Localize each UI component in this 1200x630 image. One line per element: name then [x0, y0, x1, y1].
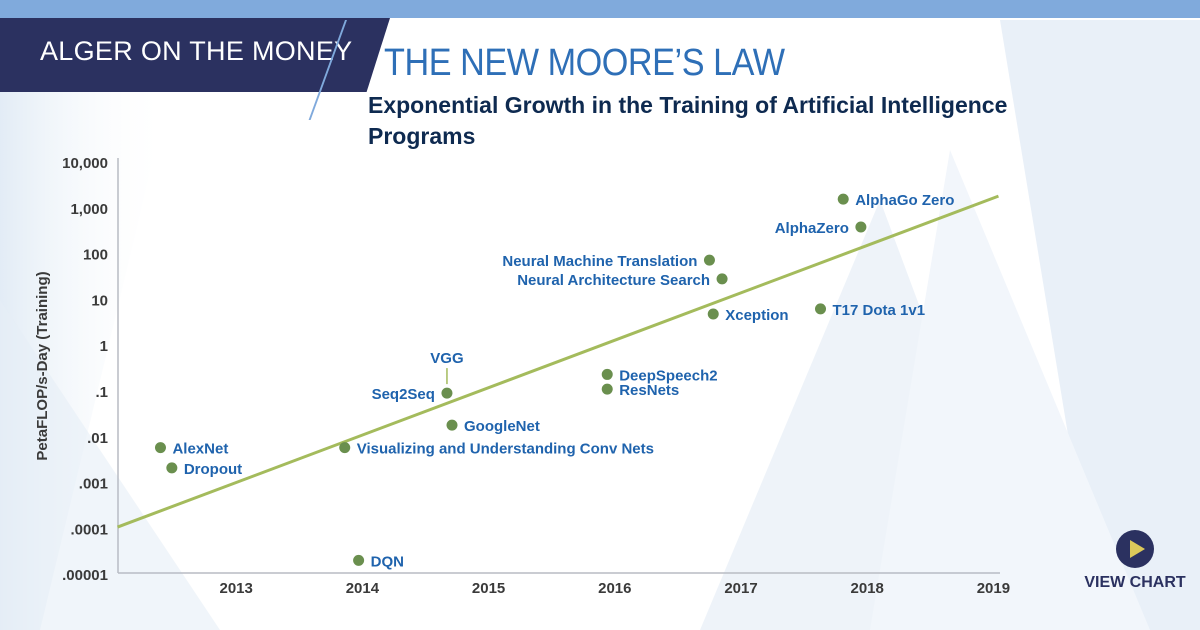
data-point — [855, 221, 867, 233]
data-label: Visualizing and Understanding Conv Nets — [357, 441, 654, 458]
data-point — [601, 368, 613, 380]
y-tick-label: .001 — [79, 476, 108, 493]
x-tick-label: 2015 — [472, 580, 505, 597]
data-point — [601, 383, 613, 395]
data-point — [716, 273, 728, 285]
data-label: GoogleNet — [464, 418, 540, 435]
data-point — [703, 254, 715, 266]
x-tick-label: 2013 — [220, 580, 253, 597]
page-title: THE NEW MOORE’S LAW — [384, 42, 785, 84]
data-label: Dropout — [184, 461, 242, 478]
y-tick-label: .01 — [87, 430, 108, 447]
data-point — [815, 303, 827, 315]
data-point — [837, 193, 849, 205]
data-label: Neural Architecture Search — [517, 272, 710, 289]
view-chart-button[interactable]: VIEW CHART — [1075, 530, 1195, 592]
data-point — [441, 387, 453, 399]
y-tick-label: 10 — [91, 292, 108, 309]
y-tick-label: .1 — [95, 384, 108, 401]
data-label: Seq2Seq — [372, 386, 435, 403]
page-subtitle: Exponential Growth in the Training of Ar… — [368, 92, 1008, 149]
data-point — [154, 442, 166, 454]
y-tick-label: 1 — [100, 338, 108, 355]
trend-line — [117, 194, 999, 529]
data-label: AlexNet — [172, 441, 228, 458]
y-tick-label: 10,000 — [62, 155, 108, 172]
brand-banner: ALGER ON THE MONEY — [0, 18, 390, 92]
data-label: DQN — [371, 553, 404, 570]
data-point — [707, 308, 719, 320]
data-point — [353, 554, 365, 566]
x-tick-label: 2018 — [851, 580, 884, 597]
data-label: Xception — [725, 307, 788, 324]
data-label: ResNets — [619, 382, 679, 399]
view-chart-label: VIEW CHART — [1084, 574, 1186, 591]
data-label: AlphaGo Zero — [855, 192, 954, 209]
data-label: DeepSpeech2 — [619, 367, 717, 384]
play-icon — [1116, 530, 1154, 568]
data-label: VGG — [430, 350, 463, 367]
data-point — [166, 462, 178, 474]
x-tick-label: 2019 — [977, 580, 1010, 597]
x-tick-label: 2014 — [346, 580, 380, 597]
brand-label: ALGER ON THE MONEY — [40, 36, 353, 66]
data-point — [446, 419, 458, 431]
y-tick-label: 1,000 — [70, 201, 108, 218]
data-label: T17 Dota 1v1 — [833, 302, 926, 319]
data-point — [339, 442, 351, 454]
top-band — [0, 0, 1200, 18]
data-label: Neural Machine Translation — [502, 253, 697, 270]
x-tick-label: 2017 — [724, 580, 757, 597]
x-tick-label: 2016 — [598, 580, 631, 597]
y-tick-label: .0001 — [70, 521, 108, 538]
y-axis-label: PetaFLOP/s-Day (Training) — [34, 271, 51, 460]
y-tick-label: 100 — [83, 247, 108, 264]
y-tick-label: .00001 — [62, 567, 108, 584]
data-label: AlphaZero — [775, 220, 849, 237]
